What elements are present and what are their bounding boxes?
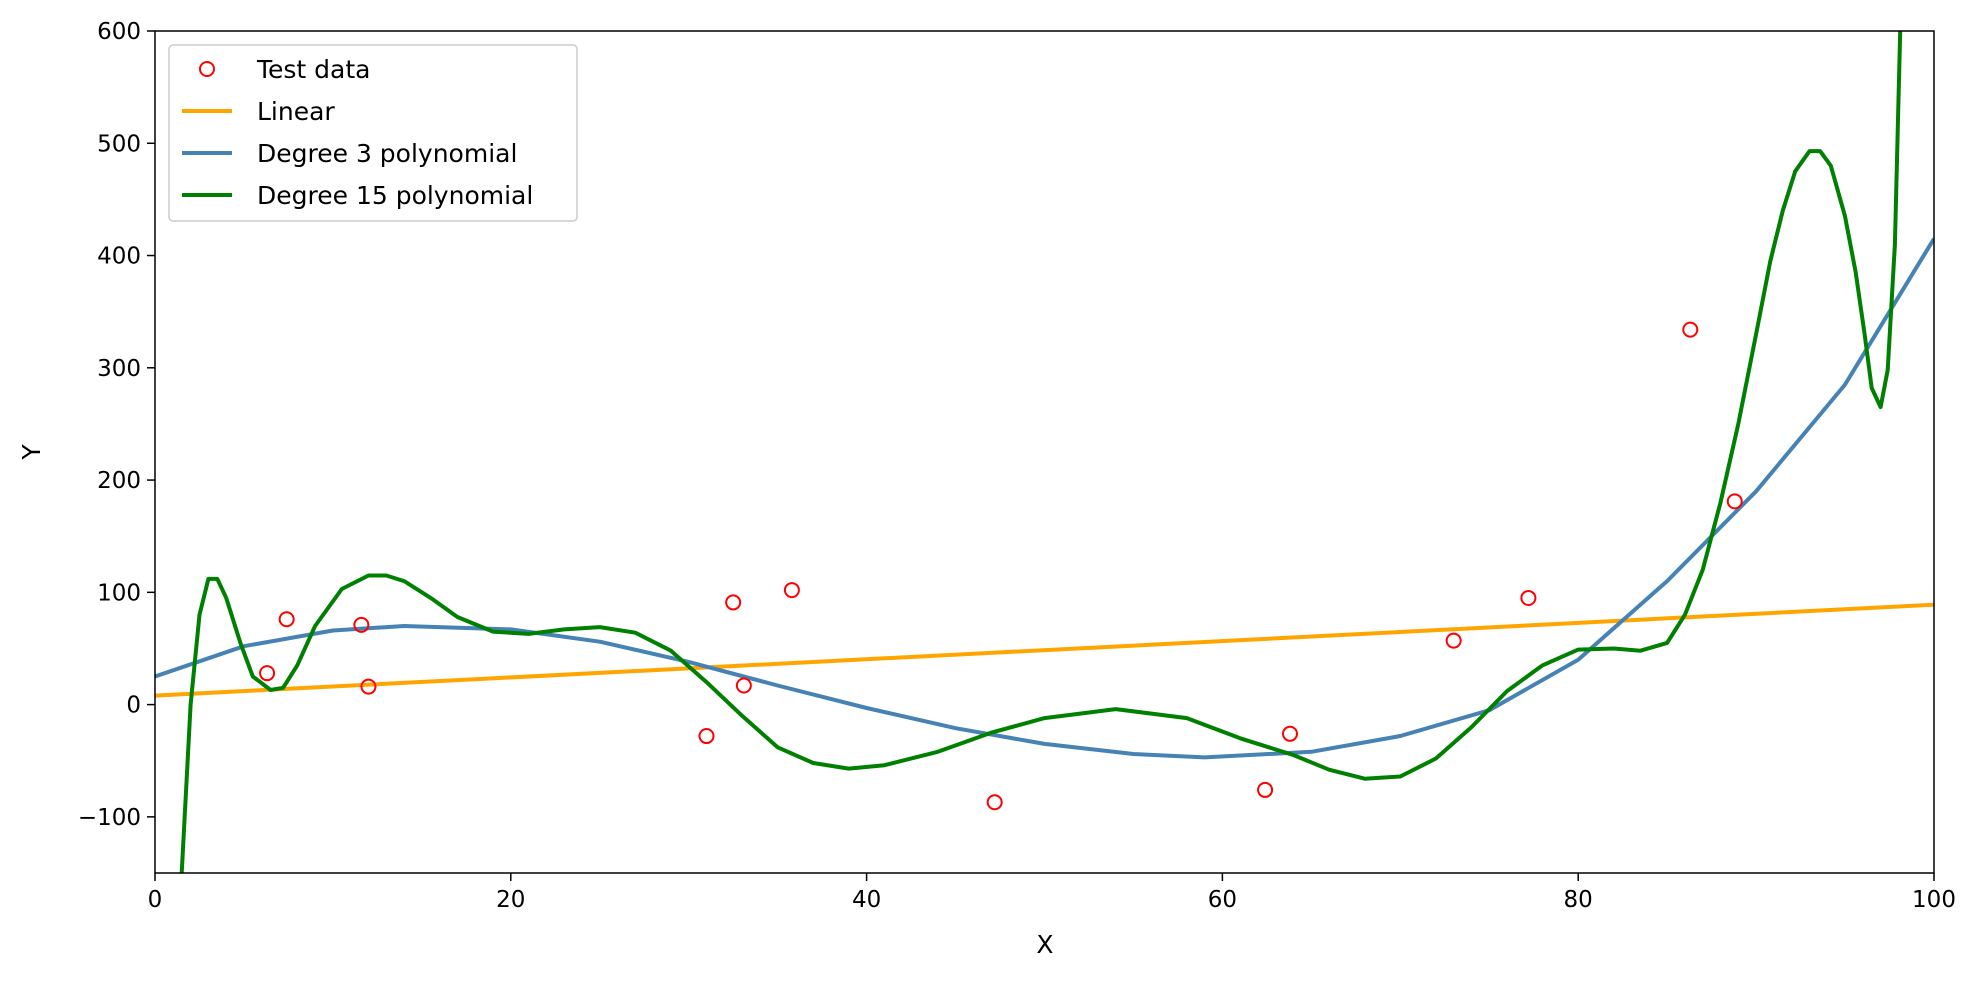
x-tick-label: 60 <box>1208 887 1237 913</box>
plot-frame <box>154 30 1935 874</box>
x-tick-label: 40 <box>852 887 881 913</box>
x-axis: 0 20 40 60 80 100 <box>148 873 1956 913</box>
y-tick-label: 100 <box>97 580 141 606</box>
scatter-point <box>360 678 377 695</box>
legend-marker-test-data <box>199 61 215 77</box>
scatter-point <box>1682 321 1699 338</box>
scatter-point <box>1257 781 1274 798</box>
x-tick-label: 80 <box>1564 887 1593 913</box>
x-tick-label: 20 <box>496 887 525 913</box>
scatter-point <box>698 728 715 745</box>
scatter-point <box>725 594 742 611</box>
legend-label: Degree 3 polynomial <box>257 139 517 168</box>
scatter-layer <box>259 321 1743 811</box>
x-tick-label: 100 <box>1912 887 1956 913</box>
legend-label: Degree 15 polynomial <box>257 181 533 210</box>
x-tick-label: 0 <box>148 887 163 913</box>
legend-label: Linear <box>257 97 335 126</box>
y-tick-label: 300 <box>97 356 141 382</box>
y-axis-label: Y <box>17 444 46 461</box>
y-tick-label: 200 <box>97 468 141 494</box>
scatter-point <box>1520 589 1537 606</box>
scatter-point <box>1282 725 1299 742</box>
y-axis: −100 0 100 200 300 400 500 600 <box>78 19 155 831</box>
scatter-point <box>986 794 1003 811</box>
scatter-point <box>353 616 370 633</box>
series-line-degree-3-polynomial <box>155 237 1934 760</box>
y-tick-label: 500 <box>97 131 141 157</box>
scatter-point <box>278 611 295 628</box>
scatter-point <box>783 582 800 599</box>
series-layer <box>155 31 1934 873</box>
y-tick-label: 400 <box>97 244 141 270</box>
legend-box <box>168 44 578 222</box>
y-tick-label: −100 <box>78 805 141 831</box>
legend-label: Test data <box>256 55 371 84</box>
scatter-point <box>259 665 276 682</box>
scatter-point <box>1726 493 1743 510</box>
y-tick-label: 600 <box>97 19 141 45</box>
x-axis-label: X <box>1036 930 1053 959</box>
scatter-point <box>735 677 752 694</box>
y-tick-label: 0 <box>126 693 141 719</box>
series-line-linear <box>155 602 1934 698</box>
legend: Test data Linear Degree 3 polynomial Degree… <box>168 44 578 222</box>
scatter-point <box>1445 632 1462 649</box>
series-line-degree-15-polynomial <box>179 31 1903 873</box>
